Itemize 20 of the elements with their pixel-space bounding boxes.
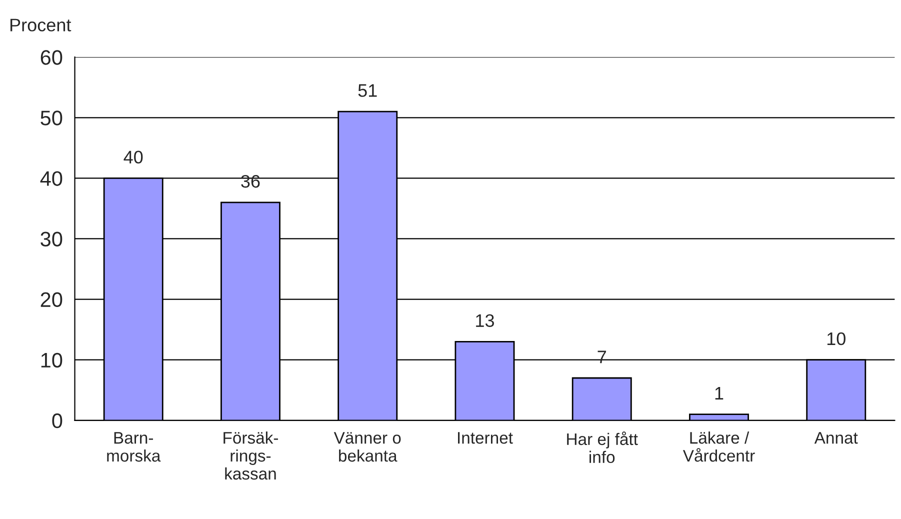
x-tick-label: Barn- morska — [107, 432, 161, 462]
x-tick-label: Läkare / Vårdcentr — [682, 432, 755, 462]
y-tick-label: 60 — [40, 50, 62, 65]
y-tick-label: 0 — [52, 413, 62, 428]
x-tick-label: Vänner o bekanta — [334, 432, 401, 462]
data-label: 10 — [827, 332, 846, 346]
y-tick-label: 50 — [40, 110, 62, 126]
data-label: 13 — [476, 314, 494, 327]
y-axis-title: Procent — [10, 18, 72, 32]
x-tick-label: Annat — [814, 432, 858, 444]
y-tick-label: 10 — [41, 352, 62, 368]
data-label: 51 — [358, 84, 377, 97]
x-tick-label: Har ej fått info — [567, 432, 638, 464]
data-label: 1 — [715, 387, 724, 400]
x-tick-label: Internet — [458, 432, 513, 444]
y-tick-label: 40 — [40, 171, 62, 186]
y-tick-label: 20 — [40, 292, 62, 308]
x-tick-label: Försäk- rings- kassan — [224, 432, 278, 480]
y-tick-label: 30 — [40, 232, 62, 246]
data-label: 40 — [124, 150, 143, 164]
